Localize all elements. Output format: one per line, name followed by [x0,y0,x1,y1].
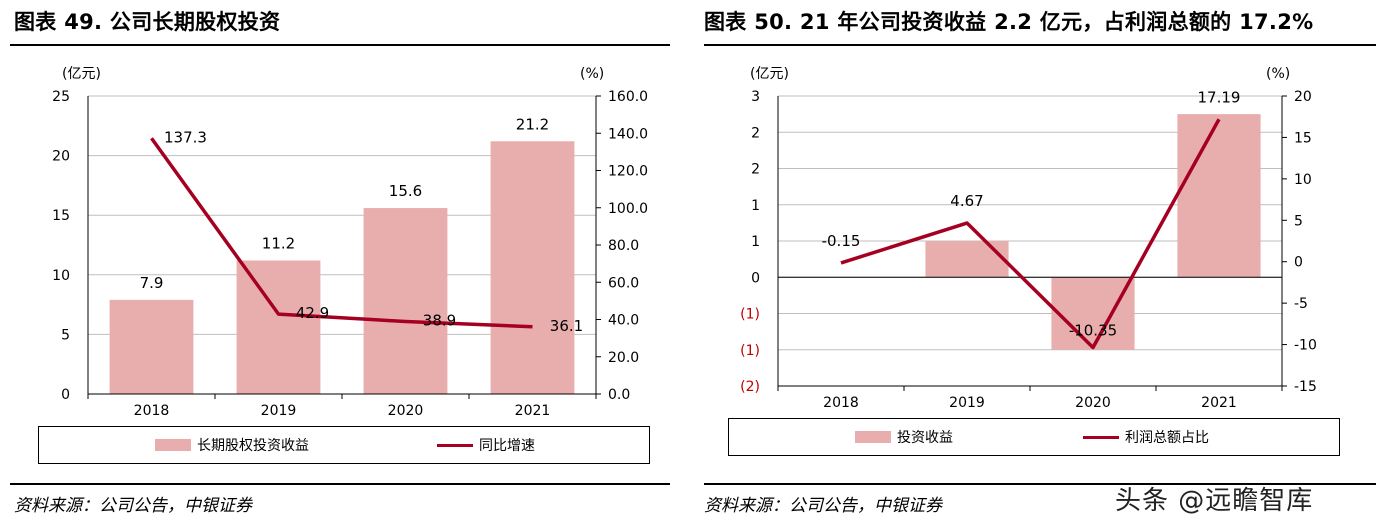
left-y-left-tick-label: 0 [61,387,70,403]
right-y-right-tick-label: 20 [1294,89,1312,105]
left-y-right-tick-label: 0.0 [608,387,630,403]
left-x-tick-label: 2021 [515,403,551,419]
right-line-利润总额占比 [840,118,1221,350]
right-legend-bar-label: 投资收益 [897,430,953,446]
left-bar-2018 [109,299,194,394]
watermark-text: 头条 @远瞻智库 [1115,486,1314,516]
left-bar-label: 11.2 [262,234,295,252]
left-x-tick-label: 2019 [261,403,297,419]
left-y-left-tick-label: 20 [52,149,70,165]
left-source: 资料来源：公司公告，中银证券 [14,496,252,516]
right-x-tick-label: 2020 [1075,395,1111,411]
left-x-tick-label: 2020 [388,403,424,419]
right-chart-title: 图表 50. 21 年公司投资收益 2.2 亿元，占利润总额的 17.2% [704,10,1314,34]
left-y-left-unit: (亿元) [62,66,101,82]
left-legend-bar-label: 长期股权投资收益 [197,438,309,454]
right-y-left-tick-label: 2 [751,125,760,141]
right-legend-bar-swatch [855,431,891,443]
left-x-tick-label: 2018 [134,403,170,419]
right-y-left-tick-label: (1) [740,307,760,323]
right-x-tick-label: 2018 [823,395,859,411]
left-y-right-tick-label: 40.0 [608,313,639,329]
left-y-right-tick-label: 140.0 [608,126,648,142]
left-bar-2019 [236,260,321,394]
left-y-right-tick-label: 20.0 [608,350,639,366]
right-source-rule [704,483,1376,485]
left-line-同比增速 [150,137,533,329]
right-y-left-tick-label: 1 [751,234,760,250]
right-y-right-unit: (%) [1266,66,1290,82]
left-line-label: 42.9 [296,304,329,322]
right-y-right-tick-label: 0 [1294,255,1303,271]
left-source-rule [10,483,670,485]
left-legend-line-item: 同比增速 [437,427,535,463]
left-y-left-tick-label: 5 [61,327,70,343]
left-y-right-tick-label: 80.0 [608,238,639,254]
right-x-tick-label: 2019 [949,395,985,411]
right-legend-line-label: 利润总额占比 [1125,430,1209,446]
left-legend: 长期股权投资收益 同比增速 [38,426,650,464]
right-y-left-unit: (亿元) [750,66,789,82]
right-legend-line-swatch [1083,435,1119,439]
right-y-right-tick-label: 5 [1294,213,1303,229]
right-chart-plot: (2) (1) (1) 0 1 1 2 2 3 -15 -10 -5 0 5 10 15 20 (亿元) (%) 20… [740,66,1317,411]
right-y-left-tick-label: 1 [751,198,760,214]
right-bar-2020 [1051,277,1135,350]
left-y-right-unit: (%) [580,66,604,82]
right-legend-bar-item: 投资收益 [855,419,953,455]
left-line-label: 38.9 [423,312,456,330]
left-title-rule [10,44,670,46]
right-x-tick-label: 2021 [1201,395,1237,411]
left-legend-line-swatch [437,443,473,447]
right-line-label: -0.15 [822,232,861,250]
right-line-label: 4.67 [950,192,983,210]
left-chart-panel: 图表 49. 公司长期股权投资 0 5 10 15 20 25 0.0 20.0 40.0 60.… [0,0,676,523]
left-legend-line-label: 同比增速 [479,438,535,454]
right-y-right-tick-label: -5 [1294,296,1308,312]
right-title-rule [704,44,1376,46]
left-bar-label: 7.9 [140,274,164,292]
right-y-right-tick-label: 10 [1294,172,1312,188]
right-y-left-tick-label: 0 [751,270,760,286]
left-legend-bar-swatch [155,439,191,451]
right-source: 资料来源：公司公告，中银证券 [704,496,942,516]
right-y-left-tick-label: (1) [740,343,760,359]
right-line-label: -10.35 [1069,321,1117,339]
left-y-left-tick-label: 10 [52,268,70,284]
right-bar-2021 [1177,114,1261,278]
right-y-left-tick-label: 2 [751,162,760,178]
left-bar-label: 15.6 [389,182,422,200]
left-y-left-tick-label: 25 [52,89,70,105]
right-y-right-tick-label: -10 [1294,338,1317,354]
left-y-right-tick-label: 100.0 [608,201,648,217]
left-bar-2021 [490,141,575,394]
left-bar-label: 21.2 [516,115,549,133]
left-legend-bar-item: 长期股权投资收益 [155,427,309,463]
left-chart-plot: 0 5 10 15 20 25 0.0 20.0 40.0 60.0 80.0 100.0 120.0 1… [52,66,648,419]
right-legend-line-item: 利润总额占比 [1083,419,1209,455]
left-y-right-tick-label: 120.0 [608,164,648,180]
right-y-right-tick-label: -15 [1294,379,1317,395]
left-y-right-tick-label: 60.0 [608,275,639,291]
right-chart-panel: 图表 50. 21 年公司投资收益 2.2 亿元，占利润总额的 17.2% (2… [700,0,1380,523]
left-line-label: 137.3 [164,128,207,146]
left-bar-2020 [363,208,448,394]
left-y-right-tick-label: 160.0 [608,89,648,105]
right-bar-2019 [925,241,1009,278]
right-legend: 投资收益 利润总额占比 [728,418,1340,456]
left-y-left-tick-label: 15 [52,208,70,224]
left-chart-title: 图表 49. 公司长期股权投资 [14,10,281,34]
right-y-right-tick-label: 15 [1294,130,1312,146]
right-y-left-tick-label: (2) [740,379,760,395]
right-y-left-tick-label: 3 [751,89,760,105]
right-line-label: 17.19 [1198,88,1241,106]
left-line-label: 36.1 [550,317,583,335]
